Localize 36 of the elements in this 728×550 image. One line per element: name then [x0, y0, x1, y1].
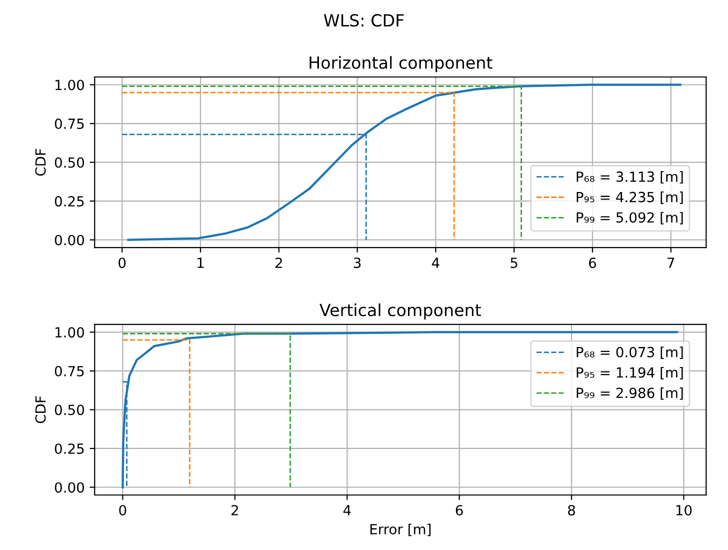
- y-tick-label: 0.00: [54, 234, 84, 246]
- x-tick-label: 4: [432, 258, 440, 268]
- x-tick-label: 1: [198, 258, 204, 268]
- chart-title: Vertical component: [320, 303, 481, 320]
- y-tick-label: 0.50: [54, 404, 84, 416]
- x-tick-label: 5: [510, 258, 518, 268]
- x-tick-label: 10: [676, 504, 692, 516]
- y-tick-label: 0.75: [54, 366, 84, 376]
- legend-label: P₉₉ = 2.986 [m]: [576, 387, 683, 400]
- x-tick-label: 0: [118, 258, 126, 268]
- x-tick-label: 7: [668, 258, 674, 268]
- y-tick-label: 1.00: [56, 327, 84, 338]
- text: WLS: CDF: [324, 14, 404, 27]
- legend-label: P₉₉ = 5.092 [m]: [576, 212, 683, 224]
- y-tick-label: 1.00: [56, 80, 84, 90]
- x-tick-label: 0: [119, 504, 126, 516]
- y-axis-title: CDF: [35, 396, 46, 424]
- legend-label: P₆₈ = 0.073 [m]: [576, 346, 683, 359]
- y-tick-label: 0.25: [54, 196, 84, 207]
- x-tick-label: 6: [589, 258, 596, 268]
- y-axis-title: CDF: [35, 148, 46, 176]
- x-tick-label: 4: [343, 505, 351, 516]
- x-tick-label: 6: [456, 504, 463, 516]
- x-axis-title: Error [m]: [370, 524, 431, 536]
- x-tick-label: 8: [568, 504, 575, 516]
- legend-label: P₆₈ = 3.113 [m]: [576, 171, 683, 184]
- x-tick-label: 3: [354, 258, 361, 268]
- y-tick-label: 0.00: [54, 482, 84, 493]
- legend-label: P₉₅ = 4.235 [m]: [576, 192, 683, 204]
- chart-title: Horizontal component: [310, 56, 492, 72]
- x-tick-label: 2: [231, 504, 238, 516]
- y-tick-label: 0.25: [54, 443, 84, 454]
- y-tick-label: 0.50: [54, 157, 84, 168]
- x-tick-label: 2: [275, 258, 282, 268]
- y-tick-label: 0.75: [54, 118, 84, 130]
- legend-label: P₉₅ = 1.194 [m]: [576, 366, 683, 380]
